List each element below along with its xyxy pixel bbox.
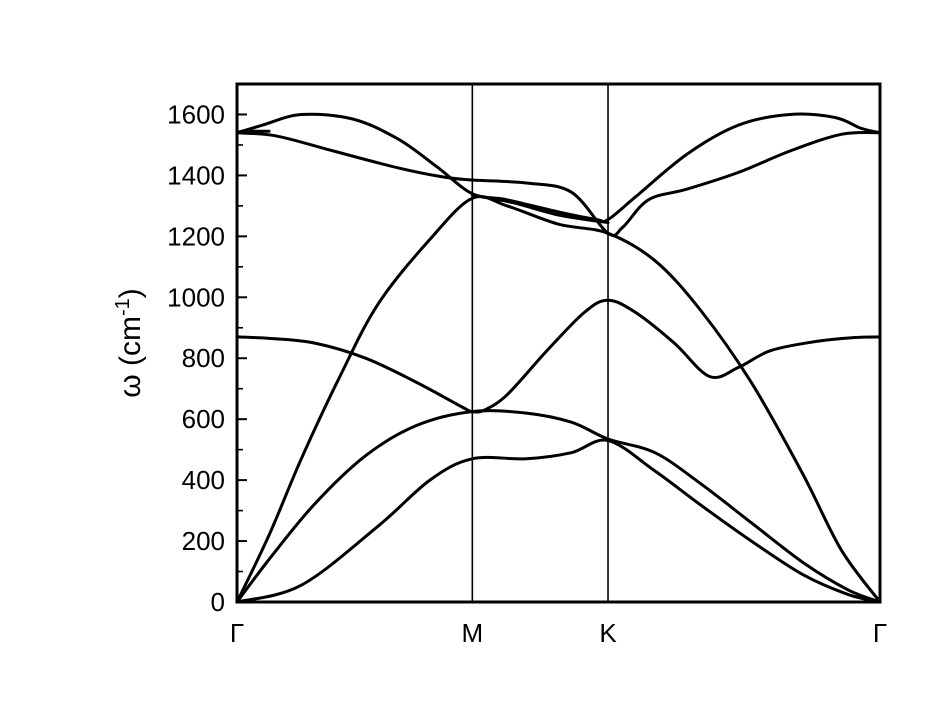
y-axis-label-superscript: -1 [112, 298, 134, 316]
y-tick-label: 200 [182, 526, 225, 556]
y-tick-label: 1200 [167, 221, 225, 251]
high-symmetry-lines [471, 84, 609, 602]
y-tick-label: 1000 [167, 282, 225, 312]
band-line-6 [235, 112, 882, 224]
band-line-8 [470, 193, 610, 225]
dispersion-bands [235, 112, 882, 604]
y-tick-label: 400 [182, 465, 225, 495]
y-tick-label: 600 [182, 404, 225, 434]
y-axis-label-close: ) [114, 288, 147, 298]
y-axis-ticks: 0 200 400 600 800 1000 1200 1400 1600 [167, 99, 247, 617]
y-tick-label: 1400 [167, 160, 225, 190]
x-tick-label-1: M [462, 618, 484, 648]
y-tick-label: 1600 [167, 99, 225, 129]
x-tick-label-0: Γ [230, 618, 244, 648]
y-axis-label-main: ω (cm [114, 316, 147, 398]
band-line-7 [235, 129, 271, 135]
x-tick-label-2: K [599, 618, 617, 648]
y-axis-label: ω (cm-1) [112, 288, 147, 398]
band-line-3 [235, 195, 882, 604]
band-line-1 [235, 438, 882, 604]
band-line-2 [235, 409, 882, 604]
x-tick-label-3: Γ [873, 618, 887, 648]
band-line-4 [235, 298, 882, 414]
band-line-5 [235, 130, 882, 238]
y-tick-label: 0 [211, 587, 225, 617]
y-tick-label: 800 [182, 343, 225, 373]
plot-frame [235, 82, 882, 604]
